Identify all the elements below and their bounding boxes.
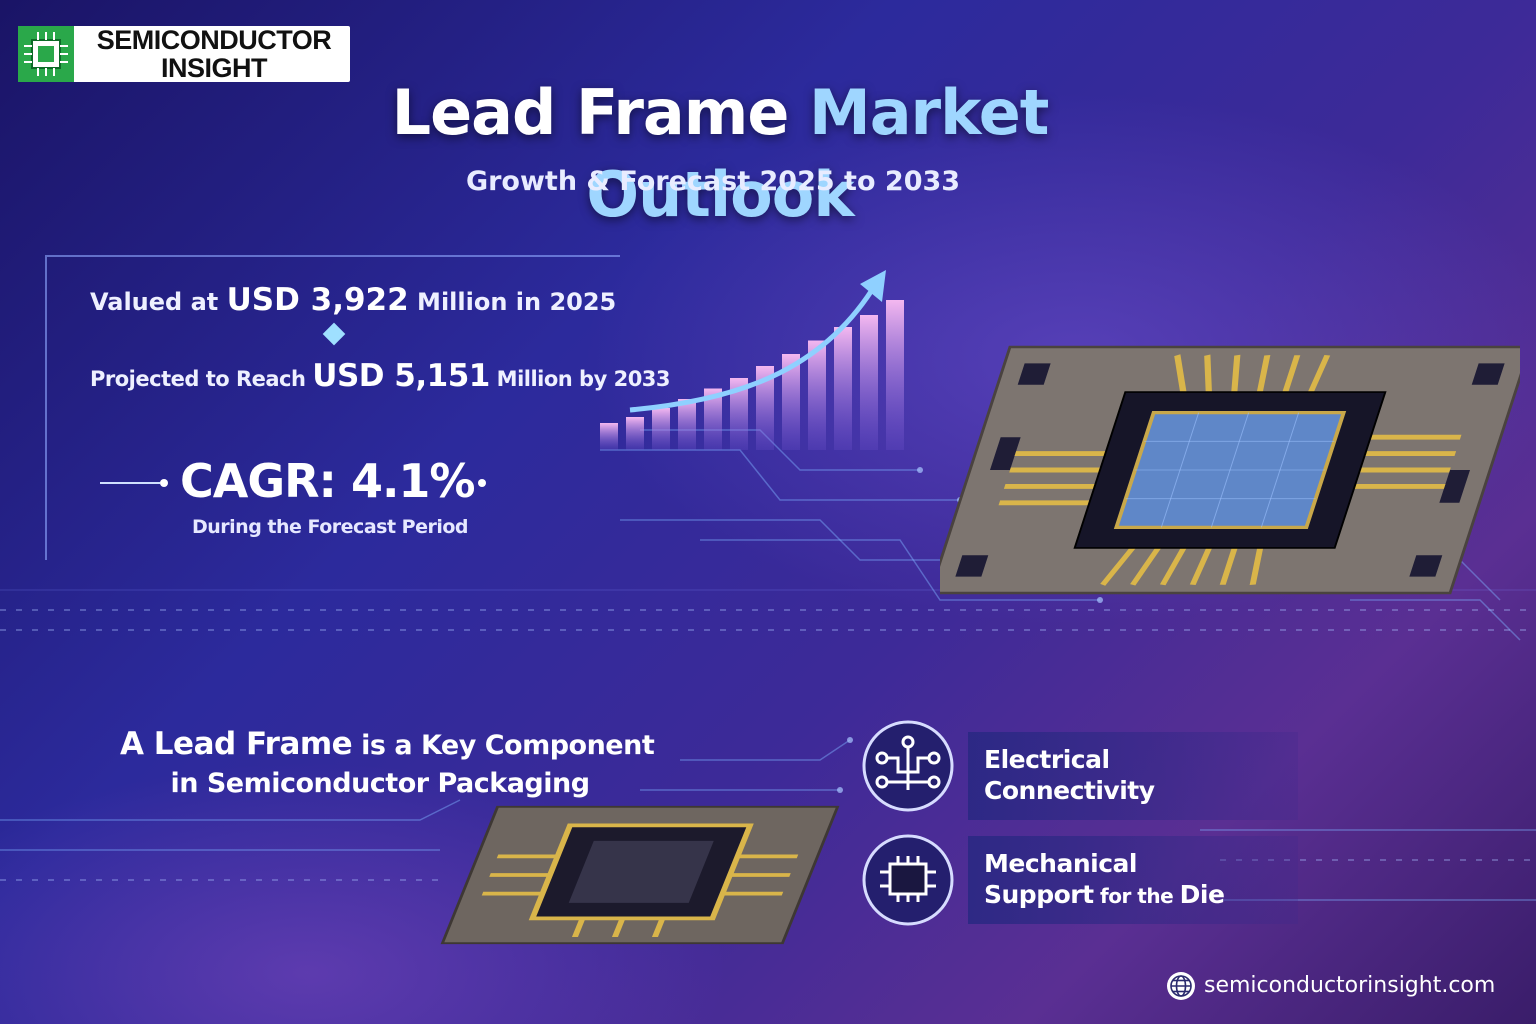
growth-bars [600,300,904,450]
small-chip-illustration [440,805,840,945]
feature-line-2-small: for the [1093,884,1180,908]
feature-line-2: Support for the Die [984,879,1284,912]
feature-line-2-end: Die [1179,880,1225,909]
key-component-rest: is a Key Component [352,730,655,761]
website-url: semiconductorinsight.com [1204,973,1496,998]
feature-line-2-big: Support [984,880,1094,909]
growth-bar [782,354,800,450]
logo-line-1: SEMICONDUCTOR [96,25,332,55]
key-component-line-1: A Lead Frame is a Key Component [120,722,655,766]
title-part-1: Lead Frame [391,76,790,149]
lead-frame-chip-illustration [940,345,1520,595]
chip-icon [862,834,954,926]
feature-mechanical-support: Mechanical Support for the Die [858,834,1298,926]
cagr-caption: During the Forecast Period [192,516,469,538]
logo-line-2: INSIGHT [160,53,268,83]
growth-bar [600,423,618,450]
key-component-line-2: in Semiconductor Packaging [170,768,590,799]
feature-box [968,836,1298,924]
growth-bar [678,399,696,450]
key-component-bold: A Lead Frame [120,726,353,762]
valued-prefix: Valued at [90,288,227,316]
projected-stat: Projected to Reach USD 5,151 Million by … [90,354,671,398]
title-part-2: Market Outlook [586,76,1049,231]
growth-bar [756,366,774,450]
feature-line-1: Mechanical [984,849,1137,878]
growth-bar [886,300,904,450]
globe-icon [1167,972,1195,1000]
website-link[interactable]: semiconductorinsight.com [1166,968,1516,1004]
circuit-icon [862,720,954,812]
projected-prefix: Projected to Reach [90,367,313,391]
projected-amount: USD 5,151 [312,358,490,394]
chip-icon [18,26,74,82]
cagr-value: CAGR: 4.1% [180,454,476,508]
growth-bar [704,388,722,450]
growth-bar [860,315,878,450]
logo[interactable]: SEMICONDUCTOR INSIGHT [18,25,350,83]
page-subtitle: Growth & Forecast 2025 to 2033 [465,166,961,197]
growth-bar [730,378,748,450]
logo-text: SEMICONDUCTOR INSIGHT [78,25,350,83]
feature-electrical-connectivity: Electrical Connectivity [858,720,1298,820]
growth-bar-chart [600,270,904,450]
valued-suffix: Million in 2025 [408,288,617,316]
feature-text: Electrical Connectivity [984,744,1284,806]
feature-box [968,732,1298,820]
growth-bar [626,417,644,450]
feature-line-1: Electrical [984,745,1110,774]
valued-amount: USD 3,922 [226,282,409,318]
growth-bar [808,340,826,450]
valued-stat: Valued at USD 3,922 Million in 2025 [90,278,616,322]
feature-line-2: Connectivity [984,776,1155,805]
trend-arrow-head [860,270,886,302]
growth-bar [652,408,670,450]
feature-text: Mechanical Support for the Die [984,848,1284,912]
growth-bar [834,327,852,450]
trend-arrow-icon [629,288,875,413]
page-title: Lead Frame Market Outlook [260,72,1180,231]
projected-suffix: Million by 2033 [489,367,671,391]
